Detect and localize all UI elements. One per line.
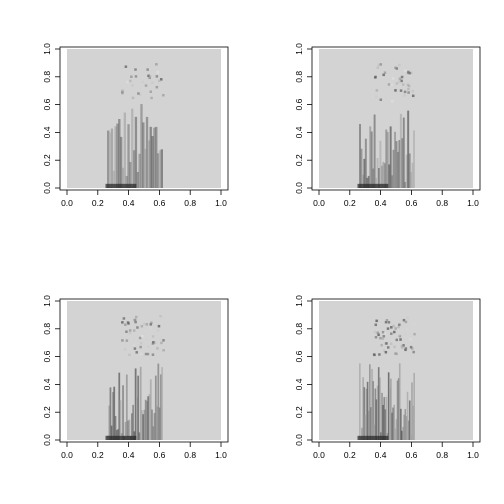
y-tick-label: 0.8: [294, 323, 304, 335]
y-tick-label: 0.2: [42, 154, 52, 166]
figure-silhouette: [357, 316, 416, 440]
y-tick-label: 0.8: [42, 323, 52, 335]
x-tick-label: 0.4: [123, 198, 135, 208]
x-tick-label: 0.0: [313, 198, 325, 208]
y-tick-label: 0.6: [294, 98, 304, 110]
x-tick-label: 0.4: [123, 450, 135, 460]
plot-frame: [59, 46, 229, 191]
plot-panel-4: 0.0 0.2 0.4 0.6 0.8 1.0 0.0 0.2 0.4 0.6 0.8 1.0: [294, 295, 481, 460]
plot-panel-2: 0.0 0.2 0.4 0.6 0.8 1.0 0.0 0.2 0.4 0.6 0.8 1.0: [294, 43, 481, 208]
x-tick-label: 0.2: [344, 450, 356, 460]
y-tick-label: 0.8: [42, 71, 52, 83]
x-tick-label: 1.0: [215, 450, 227, 460]
x-tick-label: 0.6: [153, 198, 165, 208]
x-tick-label: 0.8: [436, 450, 448, 460]
x-tick-label: 0.0: [61, 450, 73, 460]
image-raster: [319, 301, 473, 440]
figure-silhouette: [105, 63, 165, 188]
x-tick-label: 1.0: [467, 450, 479, 460]
x-tick-label: 1.0: [467, 198, 479, 208]
x-tick-label: 1.0: [215, 198, 227, 208]
x-tick-label: 0.8: [436, 198, 448, 208]
plot-frame: [311, 46, 481, 191]
y-tick-label: 0.2: [294, 406, 304, 418]
x-tick-label: 0.4: [375, 450, 387, 460]
x-tick-label: 0.6: [153, 450, 165, 460]
y-tick-label: 0.0: [42, 182, 52, 194]
y-tick-label: 1.0: [42, 295, 52, 307]
y-tick-label: 0.0: [294, 182, 304, 194]
y-tick-label: 1.0: [42, 43, 52, 55]
figure-silhouette: [357, 63, 415, 188]
y-tick-label: 0.2: [294, 154, 304, 166]
y-tick-label: 0.4: [42, 126, 52, 138]
y-tick-label: 0.6: [42, 350, 52, 362]
y-tick-label: 0.8: [294, 71, 304, 83]
y-tick-label: 0.4: [42, 378, 52, 390]
y-tick-label: 0.0: [294, 434, 304, 446]
x-tick-label: 0.2: [92, 198, 104, 208]
y-tick-label: 0.6: [294, 350, 304, 362]
y-tick-label: 0.0: [42, 434, 52, 446]
x-tick-label: 0.2: [92, 450, 104, 460]
x-tick-label: 0.6: [405, 450, 417, 460]
x-tick-label: 0.2: [344, 198, 356, 208]
y-tick-label: 0.6: [42, 98, 52, 110]
x-tick-label: 0.4: [375, 198, 387, 208]
y-tick-label: 1.0: [294, 295, 304, 307]
y-tick-label: 0.2: [42, 406, 52, 418]
plot-frame: [59, 298, 229, 443]
plot-panel-1: 0.0 0.2 0.4 0.6 0.8 1.0 0.0 0.2 0.4 0.6 0.8 1.0: [42, 43, 229, 208]
x-tick-label: 0.0: [61, 198, 73, 208]
x-tick-label: 0.0: [313, 450, 325, 460]
plot-frame: [311, 298, 481, 443]
figure-silhouette: [105, 314, 165, 440]
y-tick-label: 0.4: [294, 378, 304, 390]
x-tick-label: 0.6: [405, 198, 417, 208]
plot-panel-3: 0.0 0.2 0.4 0.6 0.8 1.0 0.0 0.2 0.4 0.6 0.8 1.0: [42, 295, 229, 460]
x-tick-label: 0.8: [184, 198, 196, 208]
y-tick-label: 1.0: [294, 43, 304, 55]
y-tick-label: 0.4: [294, 126, 304, 138]
x-tick-label: 0.8: [184, 450, 196, 460]
